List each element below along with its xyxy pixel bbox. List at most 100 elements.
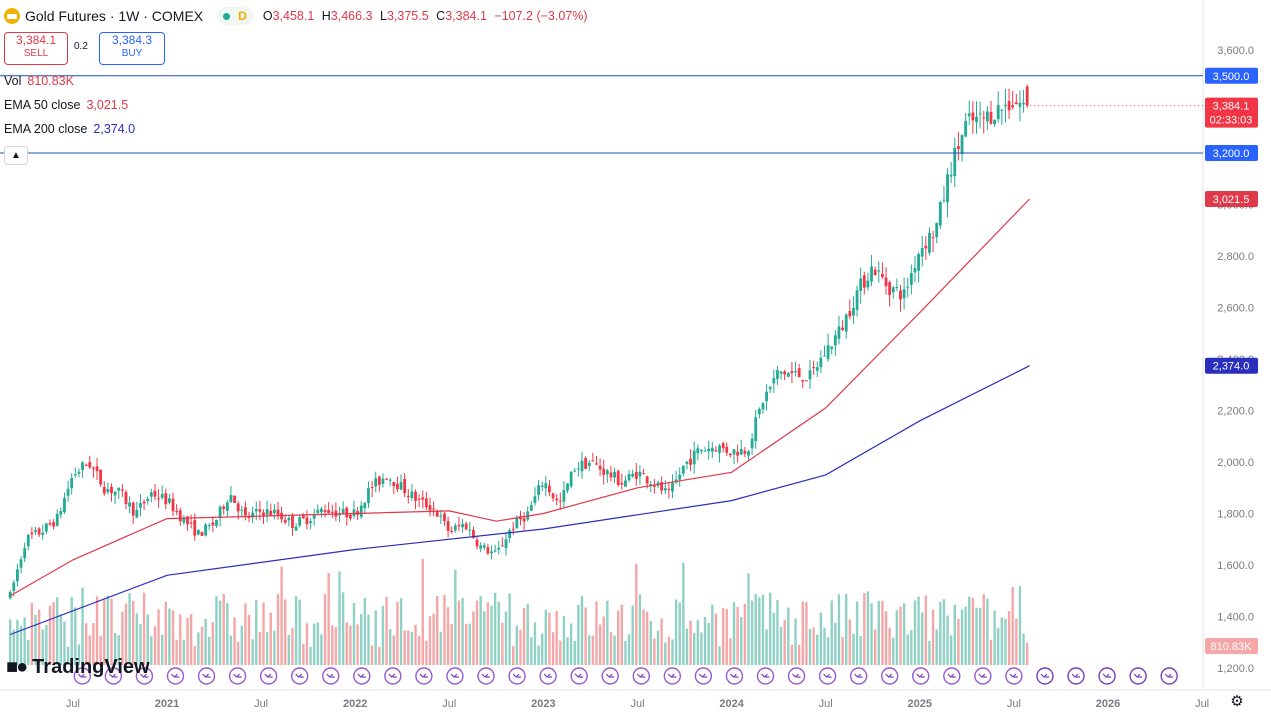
candle-body	[1025, 86, 1029, 106]
volume-bar	[595, 601, 598, 665]
volume-bar	[182, 639, 186, 665]
candle-body	[877, 270, 881, 272]
candle-body	[902, 289, 906, 299]
volume-bar	[175, 639, 178, 665]
candle-body	[392, 481, 396, 487]
volume-bar	[515, 625, 519, 665]
volume-bar	[881, 600, 884, 665]
volume-bar	[160, 634, 164, 665]
volume-bar	[664, 642, 667, 665]
volume-bar	[678, 602, 681, 665]
volume-bar	[627, 634, 631, 665]
volume-bar	[653, 638, 656, 665]
volume-bar	[606, 600, 609, 665]
volume-bar	[555, 610, 558, 665]
volume-bar	[899, 606, 902, 665]
volume-bar	[989, 639, 993, 665]
volume-bar	[439, 631, 443, 665]
volume-bar	[240, 625, 243, 665]
volume-bar	[649, 620, 652, 665]
volume-label: Vol	[4, 74, 22, 88]
candle-body	[265, 509, 269, 515]
delay-badge: D	[238, 9, 247, 23]
candle-body	[81, 462, 84, 470]
event-arrow-icon	[108, 673, 118, 678]
candle-body	[236, 503, 240, 512]
volume-bar	[483, 611, 486, 665]
volume-bar	[273, 630, 276, 665]
candle-body	[558, 500, 562, 502]
candle-body	[153, 490, 157, 497]
volume-bar	[468, 623, 472, 665]
candle-body	[960, 135, 964, 154]
volume-bar	[27, 639, 30, 665]
candle-body	[294, 526, 298, 531]
volume-bar	[953, 604, 956, 665]
volume-bar	[331, 625, 334, 665]
sell-button[interactable]: 3,384.1 SELL	[4, 32, 68, 65]
volume-bar	[425, 640, 428, 665]
volume-bar	[19, 625, 23, 665]
candle-body	[725, 446, 729, 453]
symbol-title[interactable]: Gold Futures · 1W · COMEX	[25, 8, 204, 24]
volume-bar	[765, 629, 768, 665]
candle-body	[457, 525, 461, 527]
volume-bar	[928, 640, 931, 665]
ema200-label-bg	[1205, 357, 1258, 374]
buy-button[interactable]: 3,384.3 BUY	[99, 32, 165, 65]
market-status-badge[interactable]: D	[217, 7, 253, 25]
candle-body	[862, 275, 866, 288]
volume-bar	[132, 600, 135, 665]
candle-body	[747, 451, 750, 456]
volume-bar	[747, 573, 750, 665]
gear-icon[interactable]: ⚙	[1230, 693, 1244, 710]
ema50-legend[interactable]: EMA 50 close 3,021.5	[4, 98, 128, 112]
event-arrow-icon	[543, 673, 553, 678]
candle-body	[327, 510, 331, 513]
volume-bar	[642, 609, 645, 665]
candle-body	[316, 509, 320, 514]
candle-body	[736, 451, 740, 456]
ema50-axis-label: 3,021.5	[1213, 194, 1250, 206]
volume-bar	[859, 636, 862, 665]
volume-bar	[707, 622, 710, 665]
tradingview-logo[interactable]: ■● TradingView	[6, 656, 150, 679]
candle-body	[786, 373, 790, 377]
volume-bar	[356, 624, 359, 665]
volume-bar	[41, 629, 44, 665]
volume-bar	[501, 622, 504, 665]
candle-body	[77, 471, 81, 474]
volume-bar	[975, 607, 978, 665]
candle-body	[12, 582, 16, 591]
candle-body	[667, 488, 671, 491]
candle-body	[1022, 102, 1025, 105]
volume-bar	[486, 602, 490, 665]
chevron-up-icon[interactable]: ▲	[4, 146, 28, 165]
volume-bar	[399, 598, 403, 665]
candle-body	[707, 448, 711, 452]
horizontal-line-label: 3,500.0	[1213, 71, 1250, 83]
price-label-bg	[1205, 145, 1258, 161]
volume-bar	[229, 635, 233, 665]
candle-body	[685, 461, 689, 464]
volume-bar	[1007, 611, 1011, 665]
volume-bar	[548, 612, 551, 665]
candle-body	[367, 488, 370, 504]
candle-body	[826, 345, 830, 360]
volume-legend[interactable]: Vol 810.83K	[4, 74, 74, 88]
x-tick-label: Jul	[630, 698, 644, 710]
candle-body	[247, 516, 251, 518]
ema200-legend[interactable]: EMA 200 close 2,374.0	[4, 122, 135, 136]
volume-bar	[823, 627, 826, 665]
volume-bar	[56, 597, 59, 665]
candle-body	[848, 311, 852, 317]
volume-bar	[982, 594, 985, 665]
candle-body	[113, 491, 117, 496]
candle-body	[178, 510, 182, 522]
volume-bar	[635, 563, 638, 665]
volume-bar	[761, 594, 765, 665]
volume-bar	[121, 611, 124, 665]
candle-body	[645, 476, 649, 484]
volume-bar	[551, 632, 555, 665]
